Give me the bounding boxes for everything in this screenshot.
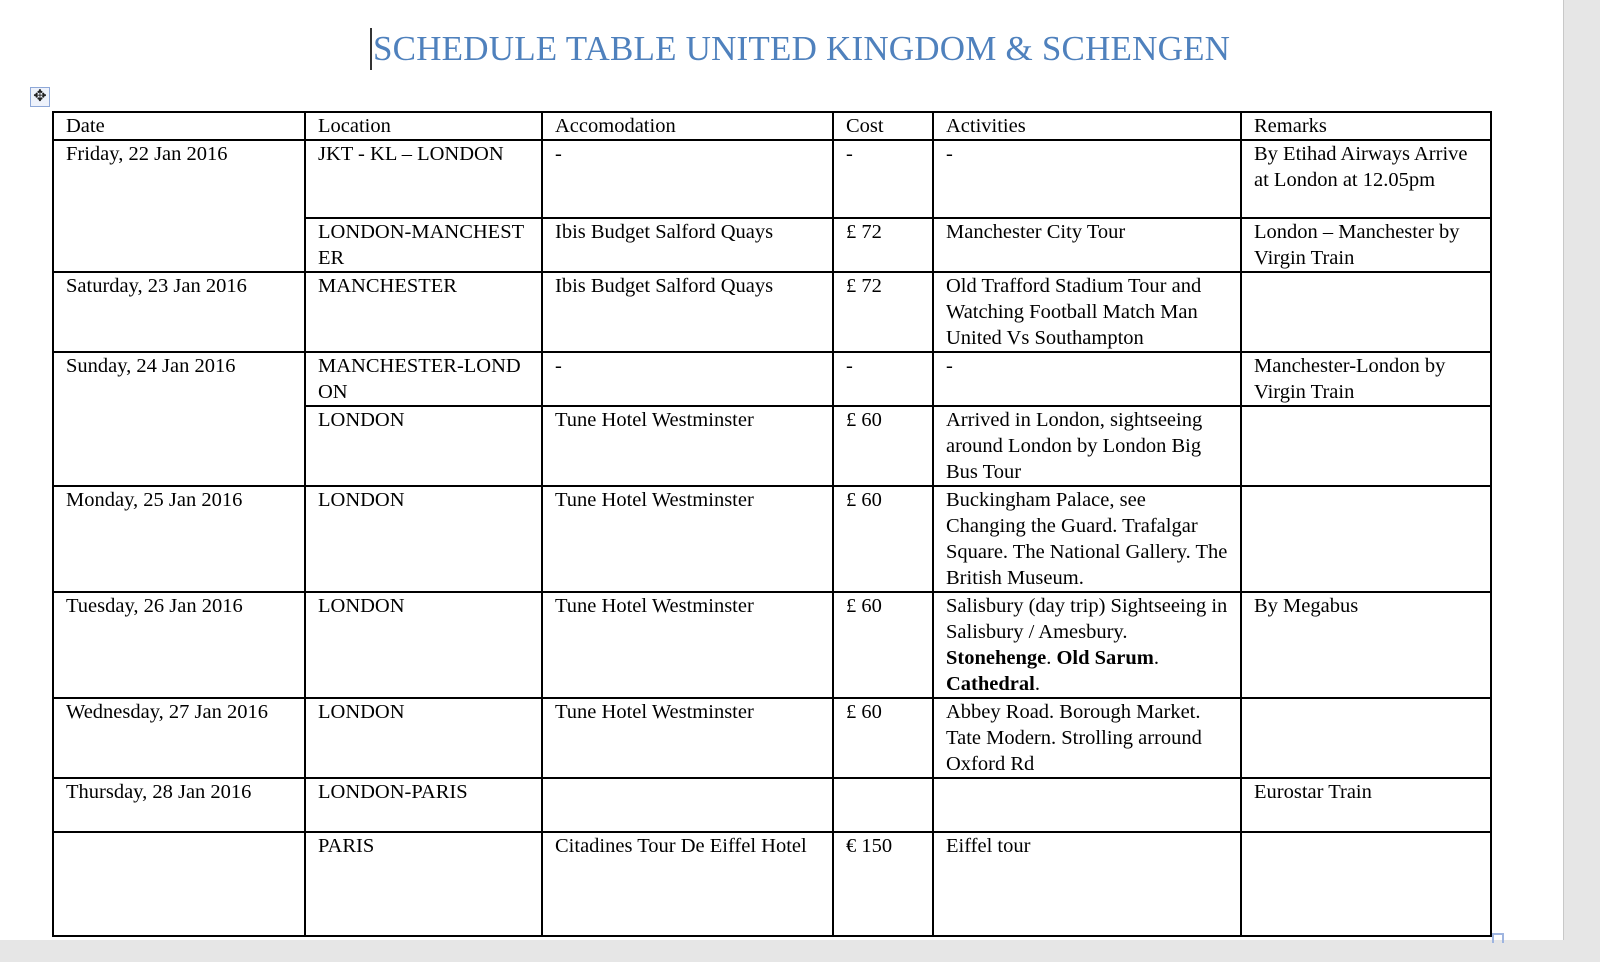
- header-activities: Activities: [932, 111, 1242, 141]
- cell-remarks: Manchester-London by Virgin Train: [1240, 351, 1492, 407]
- table-row: Thursday, 28 Jan 2016 LONDON-PARIS Euros…: [52, 777, 1492, 833]
- cell-cost: £ 60: [832, 697, 934, 779]
- cell-cost: £ 60: [832, 405, 934, 487]
- activity-text: Salisbury (day trip) Sightseeing in Sali…: [946, 595, 1228, 643]
- cell-activities: [932, 777, 1242, 833]
- cell-accommodation: -: [541, 351, 834, 407]
- cell-cost: £ 72: [832, 217, 934, 273]
- header-accommodation: Accomodation: [541, 111, 834, 141]
- header-location: Location: [304, 111, 543, 141]
- table-row: Monday, 25 Jan 2016 LONDON Tune Hotel We…: [52, 485, 1492, 593]
- cell-date: Friday, 22 Jan 2016: [52, 139, 306, 273]
- cell-activities: -: [932, 351, 1242, 407]
- cell-activities: -: [932, 139, 1242, 219]
- cell-location: MANCHESTER-LONDON: [304, 351, 543, 407]
- cell-date: [52, 831, 306, 937]
- cell-date: Wednesday, 27 Jan 2016: [52, 697, 306, 779]
- document-page: SCHEDULE TABLE UNITED KINGDOM & SCHENGEN…: [0, 0, 1564, 943]
- cell-remarks: [1240, 831, 1492, 937]
- cell-remarks: Eurostar Train: [1240, 777, 1492, 833]
- cell-accommodation: Tune Hotel Westminster: [541, 405, 834, 487]
- cell-remarks: By Etihad Airways Arrive at London at 12…: [1240, 139, 1492, 219]
- table-row: Friday, 22 Jan 2016 JKT - KL – LONDON - …: [52, 139, 1492, 273]
- cell-activities: Eiffel tour: [932, 831, 1242, 937]
- cell-activities: Arrived in London, sightseeing around Lo…: [932, 405, 1242, 487]
- cell-accommodation: Ibis Budget Salford Quays: [541, 271, 834, 353]
- cell-activities: Abbey Road. Borough Market. Tate Modern.…: [932, 697, 1242, 779]
- cell-accommodation: Tune Hotel Westminster: [541, 697, 834, 779]
- cell-location: LONDON: [304, 405, 543, 487]
- cell-location: LONDON: [304, 697, 543, 779]
- schedule-table: Date Location Accomodation Cost Activiti…: [52, 111, 1492, 937]
- cell-remarks: [1240, 697, 1492, 779]
- cell-cost: € 150: [832, 831, 934, 937]
- activity-bold-text: Cathedral: [946, 673, 1035, 695]
- header-remarks: Remarks: [1240, 111, 1492, 141]
- cell-location: LONDON: [304, 591, 543, 699]
- cell-cost: -: [832, 139, 934, 219]
- activity-text: .: [1153, 647, 1160, 669]
- cell-accommodation: Tune Hotel Westminster: [541, 591, 834, 699]
- cell-remarks: [1240, 485, 1492, 593]
- cell-remarks: [1240, 271, 1492, 353]
- cell-location: JKT - KL – LONDON: [304, 139, 543, 219]
- cell-location: MANCHESTER: [304, 271, 543, 353]
- table-resize-handle[interactable]: [1492, 933, 1504, 943]
- activity-bold-text: Old Sarum: [1056, 647, 1154, 669]
- cell-cost: -: [832, 351, 934, 407]
- table-row: LONDON Tune Hotel Westminster £ 60 Arriv…: [53, 405, 1492, 487]
- cell-date: Saturday, 23 Jan 2016: [52, 271, 306, 353]
- cell-cost: £ 60: [832, 591, 934, 699]
- cell-accommodation: Tune Hotel Westminster: [541, 485, 834, 593]
- cell-accommodation: -: [541, 139, 834, 219]
- table-header-row: Date Location Accomodation Cost Activiti…: [52, 111, 1492, 141]
- table-row: Tuesday, 26 Jan 2016 LONDON Tune Hotel W…: [52, 591, 1492, 699]
- cell-remarks: London – Manchester by Virgin Train: [1240, 217, 1492, 273]
- table-row: Sunday, 24 Jan 2016 MANCHESTER-LONDON - …: [52, 351, 1492, 487]
- cell-accommodation: [541, 777, 834, 833]
- cell-cost: [832, 777, 934, 833]
- cell-cost: £ 72: [832, 271, 934, 353]
- table-row: PARIS Citadines Tour De Eiffel Hotel € 1…: [52, 831, 1492, 937]
- header-date: Date: [52, 111, 306, 141]
- header-cost: Cost: [832, 111, 934, 141]
- cell-location: PARIS: [304, 831, 543, 937]
- cell-date: Thursday, 28 Jan 2016: [52, 777, 306, 833]
- activity-text: .: [1046, 647, 1057, 669]
- document-title[interactable]: SCHEDULE TABLE UNITED KINGDOM & SCHENGEN: [370, 28, 1230, 70]
- move-arrows-icon[interactable]: ✥: [30, 87, 50, 107]
- cell-date: Sunday, 24 Jan 2016: [52, 351, 306, 487]
- cell-accommodation: Citadines Tour De Eiffel Hotel: [541, 831, 834, 937]
- cell-location: LONDON-PARIS: [304, 777, 543, 833]
- table-row: Wednesday, 27 Jan 2016 LONDON Tune Hotel…: [52, 697, 1492, 779]
- cell-activities: Salisbury (day trip) Sightseeing in Sali…: [932, 591, 1242, 699]
- table-row: LONDON-MANCHESTER Ibis Budget Salford Qu…: [53, 217, 1492, 273]
- table-row: Saturday, 23 Jan 2016 MANCHESTER Ibis Bu…: [52, 271, 1492, 353]
- cell-location: LONDON: [304, 485, 543, 593]
- cell-remarks: By Megabus: [1240, 591, 1492, 699]
- cell-activities: Buckingham Palace, see Changing the Guar…: [932, 485, 1242, 593]
- cell-date: Tuesday, 26 Jan 2016: [52, 591, 306, 699]
- cell-accommodation: Ibis Budget Salford Quays: [541, 217, 834, 273]
- cell-activities: Old Trafford Stadium Tour and Watching F…: [932, 271, 1242, 353]
- cell-cost: £ 60: [832, 485, 934, 593]
- cell-activities: Manchester City Tour: [932, 217, 1242, 273]
- activity-bold-text: Stonehenge: [946, 647, 1047, 669]
- cell-remarks: [1240, 405, 1492, 487]
- activity-text: .: [1034, 673, 1040, 695]
- cell-date: Monday, 25 Jan 2016: [52, 485, 306, 593]
- cell-location: LONDON-MANCHESTER: [304, 217, 543, 273]
